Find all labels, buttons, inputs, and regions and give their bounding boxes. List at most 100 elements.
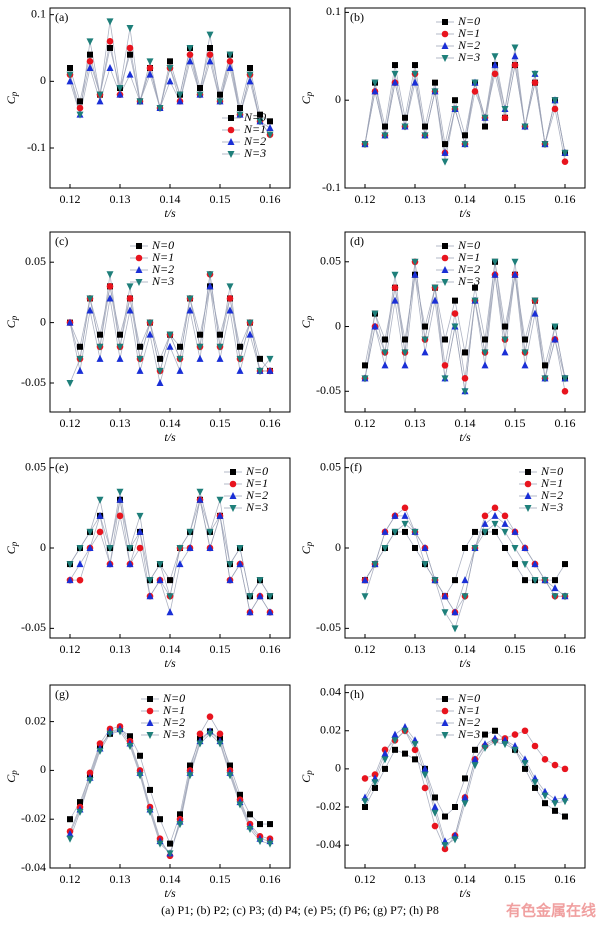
x-tick-label: 0.15 [505,416,526,430]
marker [266,124,274,131]
x-tick-label: 0.16 [260,192,281,206]
marker [531,309,539,317]
legend-marker [146,719,154,726]
marker [186,57,194,65]
marker [531,297,539,305]
y-axis-label-sub: p [304,770,314,776]
marker [421,784,429,792]
panel-label: (g) [55,687,69,701]
marker [77,343,83,350]
marker [371,779,379,787]
marker [561,765,569,773]
legend-marker [147,696,153,702]
marker [541,141,549,149]
caption: (a) P1; (b) P2; (c) P3; (d) P4; (e) P5; … [161,903,439,917]
marker [226,772,234,780]
marker [392,62,398,69]
legend-label: N=2 [245,488,268,502]
marker [441,148,449,156]
marker [216,496,224,504]
marker [461,375,469,382]
y-axis-label: Cp [299,541,314,554]
marker [401,504,409,512]
marker [412,545,418,551]
marker [236,366,244,374]
marker [392,746,398,753]
marker [481,519,489,527]
marker [86,64,94,71]
y-axis-label: Cp [4,770,19,783]
y-axis-label-base: C [4,774,18,783]
marker [522,765,528,772]
marker [442,336,448,343]
marker [452,297,458,304]
marker [471,545,479,552]
marker [431,822,439,830]
marker [76,366,84,374]
legend-marker [146,732,154,739]
marker [146,64,154,72]
marker [431,284,439,292]
marker [196,91,204,99]
marker [551,105,559,113]
x-tick-label: 0.15 [505,192,526,206]
legend-marker [441,55,449,62]
legend-label: N=2 [457,715,480,729]
marker [501,105,509,113]
x-tick-label: 0.15 [210,642,231,656]
marker [156,105,164,112]
marker [391,70,399,78]
marker [362,362,368,369]
marker [146,808,154,816]
legend-label: N=3 [151,274,174,288]
marker [472,746,478,753]
marker [531,779,539,787]
marker [551,97,559,105]
marker [531,79,539,86]
marker [481,361,489,369]
marker [66,77,74,85]
marker [391,737,399,745]
y-tick-label: -0.05 [316,620,341,634]
marker [452,577,458,584]
y-axis-label-sub: p [304,91,314,97]
x-tick-label: 0.16 [555,416,576,430]
marker [371,79,379,87]
marker [371,322,379,330]
legend-label: N=1 [245,476,268,490]
legend-marker [229,492,237,499]
y-axis-label: Cp [299,770,314,783]
marker [461,800,469,808]
marker [511,270,519,278]
marker [362,804,368,810]
marker [86,777,94,785]
marker [482,123,488,130]
marker [561,593,569,601]
marker [66,835,74,843]
marker [176,97,184,105]
x-axis-label: t/s [459,886,471,900]
marker [206,271,214,279]
marker [226,283,234,291]
marker [471,88,479,95]
panel-label: (b) [350,10,364,24]
legend-label: N=1 [540,476,563,490]
marker [206,544,214,551]
marker [86,38,94,46]
marker [126,306,134,314]
x-tick-label: 0.15 [505,642,526,656]
marker [196,730,204,738]
marker [256,367,264,375]
x-tick-label: 0.13 [405,642,426,656]
marker [176,821,184,829]
marker [551,584,559,592]
marker [76,111,84,119]
marker [461,593,469,601]
marker [491,53,499,61]
legend-label: N=0 [151,238,174,252]
marker [246,77,254,85]
y-axis-label-base: C [4,545,18,554]
y-tick-label: -0.05 [21,620,46,634]
marker [157,816,163,823]
y-tick-label: 0.02 [25,713,46,727]
